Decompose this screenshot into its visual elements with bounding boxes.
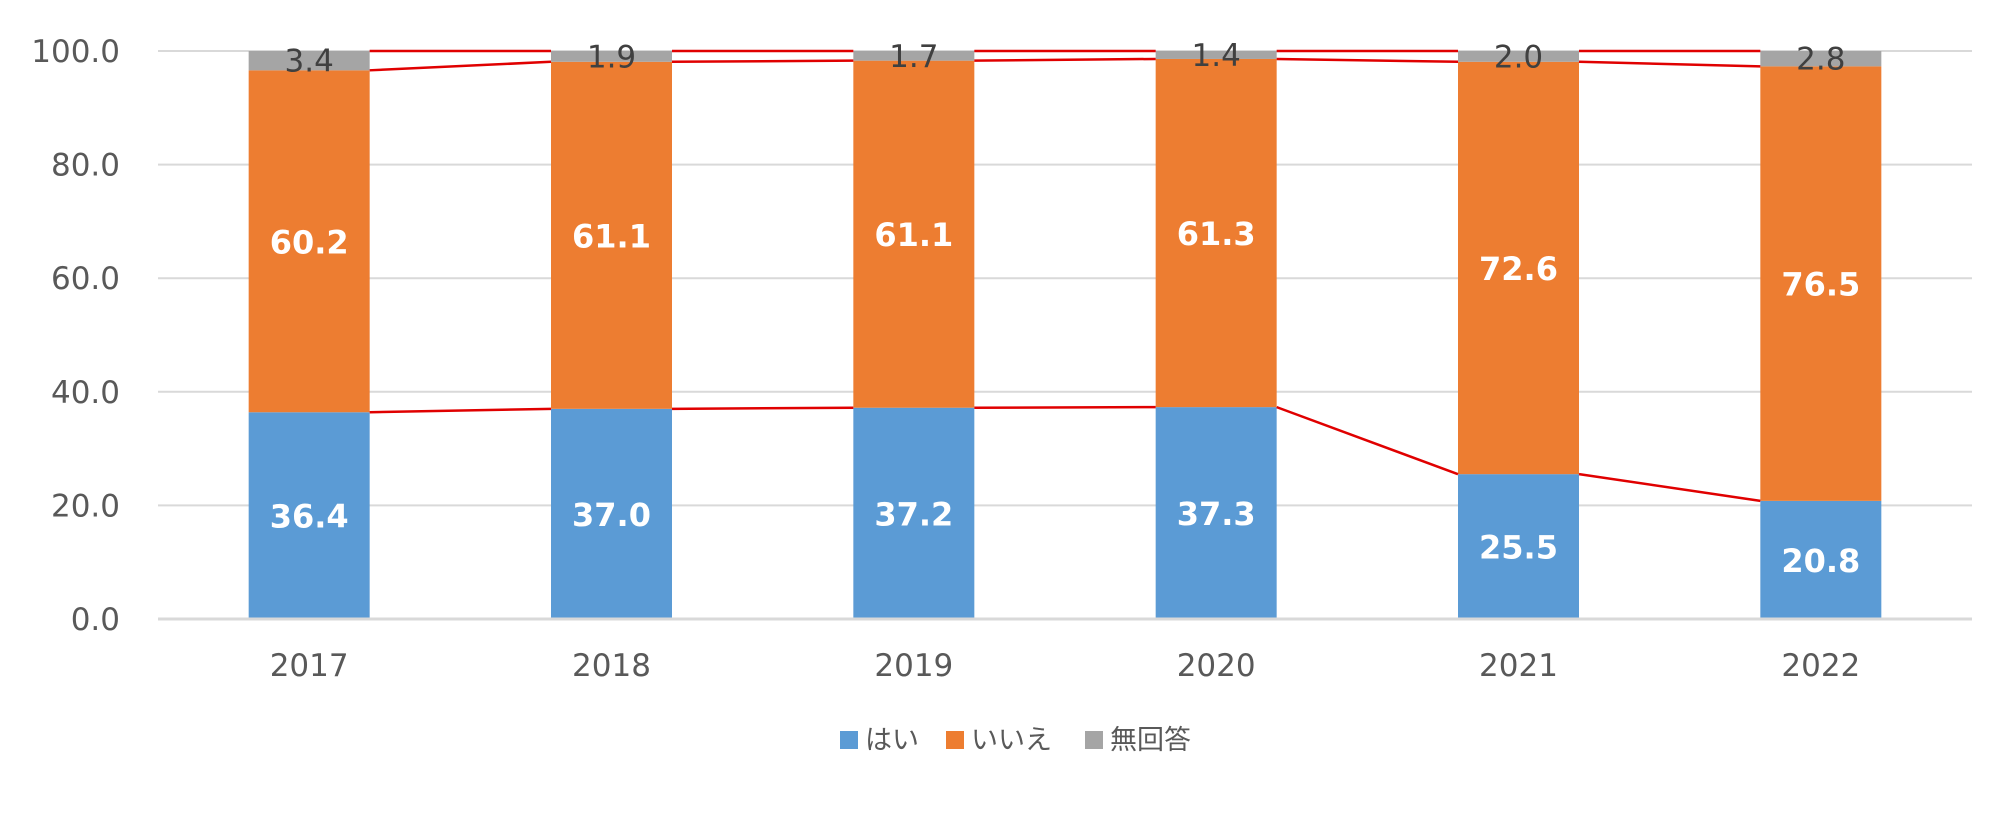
x-tick-label: 2017 bbox=[270, 648, 349, 684]
x-tick-label: 2022 bbox=[1781, 648, 1860, 684]
x-tick-label: 2019 bbox=[874, 648, 953, 684]
legend-label: いいえ bbox=[971, 725, 1052, 756]
data-label: 72.6 bbox=[1479, 250, 1558, 288]
bar-segment bbox=[551, 408, 672, 619]
bar-segment bbox=[1760, 66, 1882, 501]
bar-segment bbox=[248, 70, 370, 413]
y-tick-label: 40.0 bbox=[51, 375, 120, 411]
data-label: 76.5 bbox=[1781, 266, 1860, 304]
bar-segment bbox=[248, 412, 370, 619]
bar-segment bbox=[853, 60, 975, 408]
data-label: 37.0 bbox=[572, 496, 651, 534]
data-label: 60.2 bbox=[270, 223, 349, 261]
y-tick-label: 20.0 bbox=[51, 488, 120, 524]
bar-segment bbox=[1458, 61, 1579, 475]
bar-segment bbox=[1760, 500, 1882, 619]
data-label: 37.2 bbox=[874, 495, 953, 533]
data-label: 20.8 bbox=[1781, 542, 1860, 580]
data-label: 36.4 bbox=[270, 498, 349, 536]
bar-segment bbox=[248, 51, 370, 71]
data-labels: 36.4 37.0 37.2 37.3 25.5 20.8 60.2 61.1 61.1 61.3… bbox=[270, 38, 1861, 580]
bar-segment bbox=[551, 61, 672, 409]
series-connector-line bbox=[974, 57, 1156, 62]
bar-segment bbox=[853, 407, 975, 619]
bars bbox=[248, 51, 1882, 619]
legend-swatch bbox=[1085, 731, 1103, 749]
data-label: 37.3 bbox=[1177, 495, 1256, 533]
y-tick-label: 100.0 bbox=[31, 34, 120, 70]
data-label: 25.5 bbox=[1479, 529, 1558, 567]
data-label: 61.3 bbox=[1177, 215, 1256, 253]
x-tick-label: 2018 bbox=[572, 648, 651, 684]
x-tick-label: 2020 bbox=[1177, 648, 1256, 684]
bar-segment bbox=[1458, 51, 1579, 62]
bar-segment bbox=[1155, 58, 1277, 408]
y-tick-label: 60.0 bbox=[51, 261, 120, 297]
data-label: 1.4 bbox=[1192, 38, 1241, 74]
series-connector-line bbox=[369, 407, 552, 414]
data-label: 3.4 bbox=[285, 44, 334, 80]
data-label: 61.1 bbox=[874, 216, 953, 254]
data-label: 1.7 bbox=[889, 39, 938, 75]
series-connector-line bbox=[1578, 60, 1761, 68]
series-connector-line bbox=[671, 59, 854, 64]
data-label: 2.8 bbox=[1796, 42, 1845, 78]
bar-segment bbox=[551, 51, 672, 62]
legend: はい いいえ 無回答 bbox=[840, 725, 1191, 756]
y-tick-label: 0.0 bbox=[71, 602, 120, 638]
bar-segment bbox=[1760, 51, 1882, 67]
connector-lines bbox=[369, 49, 1761, 503]
bar-segment bbox=[853, 51, 975, 61]
x-tick-label: 2021 bbox=[1479, 648, 1558, 684]
series-connector-line bbox=[369, 60, 552, 72]
series-connector-line bbox=[974, 405, 1156, 409]
series-connector-line bbox=[1276, 405, 1459, 476]
legend-label: 無回答 bbox=[1110, 725, 1191, 756]
data-label: 61.1 bbox=[572, 217, 651, 255]
grid-lines bbox=[158, 50, 1972, 507]
legend-swatch bbox=[840, 731, 858, 749]
axes: 0.0 20.0 40.0 60.0 80.0 100.0 2017 2018 2019 2020… bbox=[31, 34, 1972, 684]
y-tick-label: 80.0 bbox=[51, 148, 120, 184]
legend-swatch bbox=[946, 731, 964, 749]
series-connector-line bbox=[1578, 472, 1761, 503]
series-connector-line bbox=[1276, 57, 1459, 64]
bar-segment bbox=[1155, 407, 1277, 619]
data-label: 1.9 bbox=[587, 39, 636, 75]
bar-segment bbox=[1458, 474, 1579, 619]
bar-segment bbox=[1155, 51, 1277, 59]
legend-label: はい bbox=[865, 725, 919, 756]
data-label: 2.0 bbox=[1494, 39, 1543, 75]
series-connector-line bbox=[671, 406, 854, 411]
